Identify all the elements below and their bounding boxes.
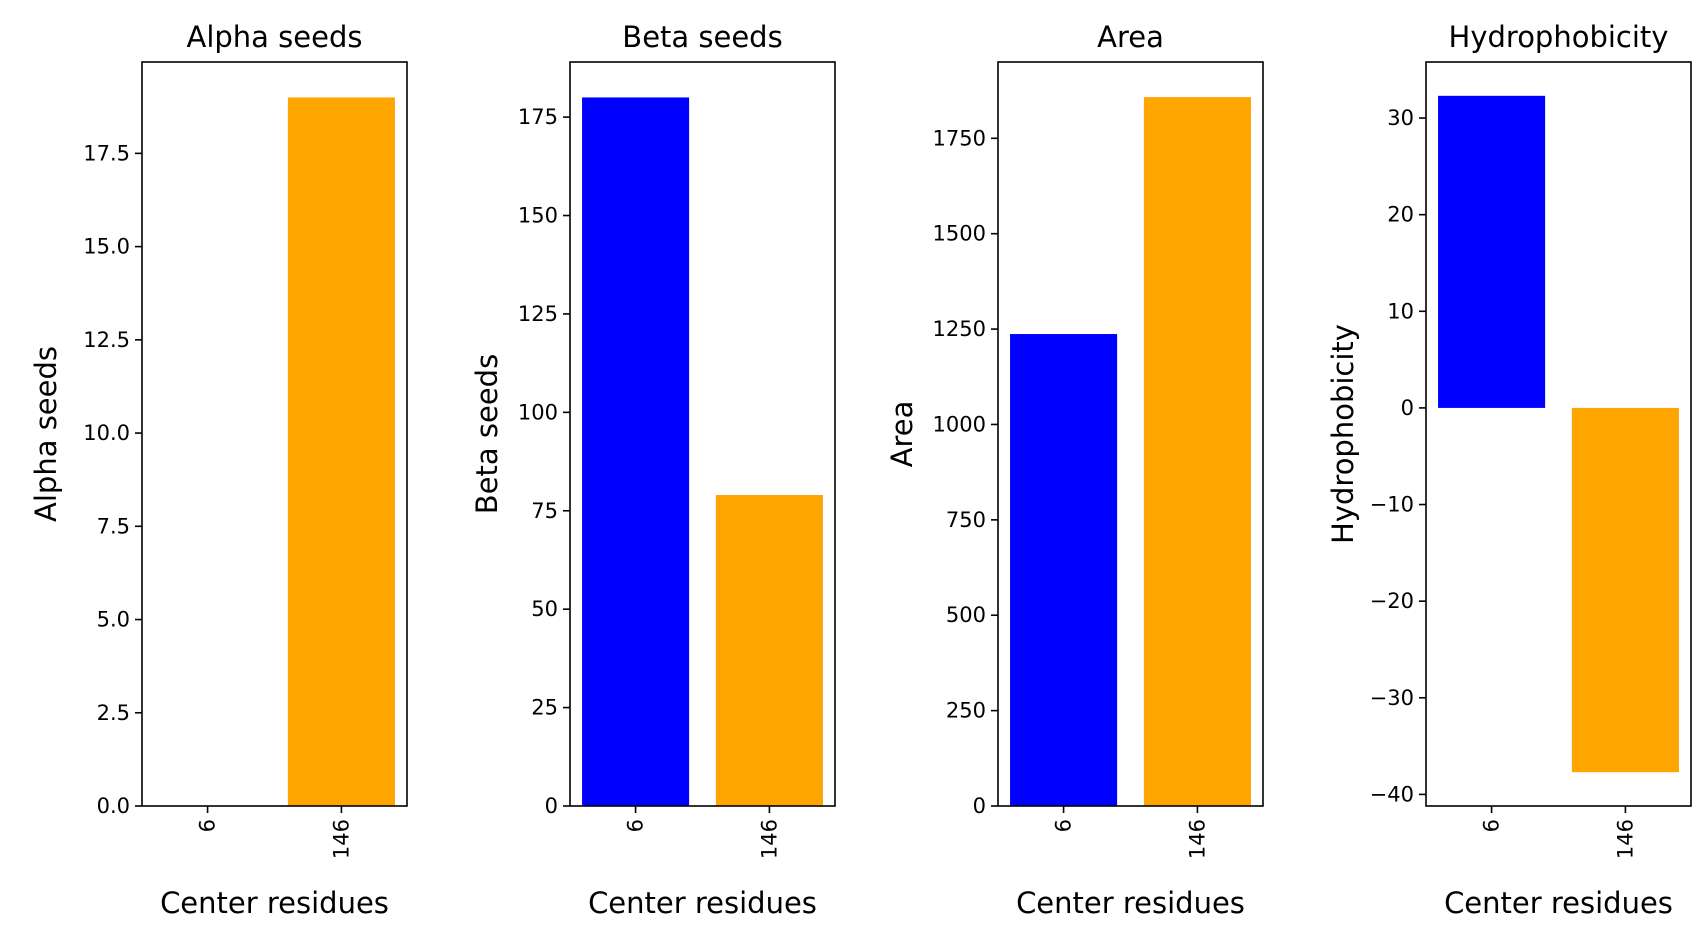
y-tick-label: 125 <box>518 302 558 326</box>
chart-title: Area <box>1097 20 1164 54</box>
y-tick-label: 750 <box>946 508 986 532</box>
axes-frame <box>1425 61 1692 807</box>
y-tick-label: 1000 <box>933 412 986 436</box>
x-tick-label: 146 <box>329 819 353 859</box>
y-tick-label: 500 <box>946 603 986 627</box>
y-tick-label: 175 <box>518 105 558 129</box>
x-tick-label: 6 <box>1052 819 1076 832</box>
bar-146 <box>1571 407 1679 773</box>
y-axis-label: Hydrophobicity <box>1326 324 1360 544</box>
x-tick-label: 6 <box>196 819 220 832</box>
chart-panel-2: 0 250 500 750 1000 1250 1500 1750 6 146 Area Center… <box>885 20 1264 920</box>
bar-6 <box>1438 95 1546 408</box>
y-tick-label: 12.5 <box>83 328 130 352</box>
chart-title: Alpha seeds <box>187 20 363 54</box>
bar-6 <box>1010 334 1118 806</box>
y-tick-label: 10.0 <box>83 421 130 445</box>
axes-frame <box>141 61 408 807</box>
axes-frame <box>997 61 1264 807</box>
y-axis-label: Beta seeds <box>470 354 504 514</box>
y-tick-label: −30 <box>1370 686 1414 710</box>
bar-146 <box>1143 97 1251 806</box>
y-tick-label: 20 <box>1387 203 1414 227</box>
chart-title: Beta seeds <box>622 20 782 54</box>
y-tick-label: 1750 <box>933 126 986 150</box>
x-axis-label: Center residues <box>588 886 817 920</box>
y-tick-label: 1500 <box>933 222 986 246</box>
axes-frame <box>569 61 836 807</box>
x-tick-label: 6 <box>624 819 648 832</box>
bar-6 <box>582 97 690 806</box>
chart-panel-3: −40 −30 −20 −10 0 10 20 30 6 146 Hydrophobicity Cen… <box>1326 20 1692 920</box>
y-tick-label: 0 <box>1401 396 1414 420</box>
y-tick-label: 50 <box>531 597 558 621</box>
y-tick-label: −10 <box>1370 493 1414 517</box>
y-tick-label: 1250 <box>933 317 986 341</box>
y-tick-label: 2.5 <box>97 701 130 725</box>
y-tick-label: 17.5 <box>83 141 130 165</box>
x-tick-label: 146 <box>1613 819 1637 859</box>
y-tick-label: 15.0 <box>83 235 130 259</box>
y-axis-label: Area <box>885 401 919 468</box>
chart-panel-0: 0.0 2.5 5.0 7.5 10.0 12.5 15.0 17.5 6 146 Alpha se… <box>29 20 408 920</box>
y-tick-label: 25 <box>531 696 558 720</box>
x-axis-label: Center residues <box>1444 886 1673 920</box>
y-tick-label: 5.0 <box>97 608 130 632</box>
x-axis-label: Center residues <box>160 886 389 920</box>
y-tick-label: 150 <box>518 204 558 228</box>
y-tick-label: −40 <box>1370 782 1414 806</box>
y-axis-label: Alpha seeds <box>29 346 63 522</box>
y-tick-label: 10 <box>1387 299 1414 323</box>
x-tick-label: 146 <box>757 819 781 859</box>
y-tick-label: 0.0 <box>97 794 130 818</box>
x-axis-label: Center residues <box>1016 886 1245 920</box>
x-tick-label: 146 <box>1185 819 1209 859</box>
y-tick-label: 100 <box>518 400 558 424</box>
chart-title: Hydrophobicity <box>1449 20 1669 54</box>
chart-panel-1: 0 25 50 75 100 125 150 175 6 146 Beta seeds Center … <box>470 20 836 920</box>
y-tick-label: 0 <box>545 794 558 818</box>
y-tick-label: 75 <box>531 499 558 523</box>
x-tick-label: 6 <box>1480 819 1504 832</box>
y-tick-label: 250 <box>946 699 986 723</box>
bar-146 <box>715 495 823 806</box>
bar-146 <box>287 97 395 806</box>
y-tick-label: 7.5 <box>97 514 130 538</box>
y-tick-label: 0 <box>973 794 986 818</box>
y-tick-label: −20 <box>1370 589 1414 613</box>
y-tick-label: 30 <box>1387 106 1414 130</box>
